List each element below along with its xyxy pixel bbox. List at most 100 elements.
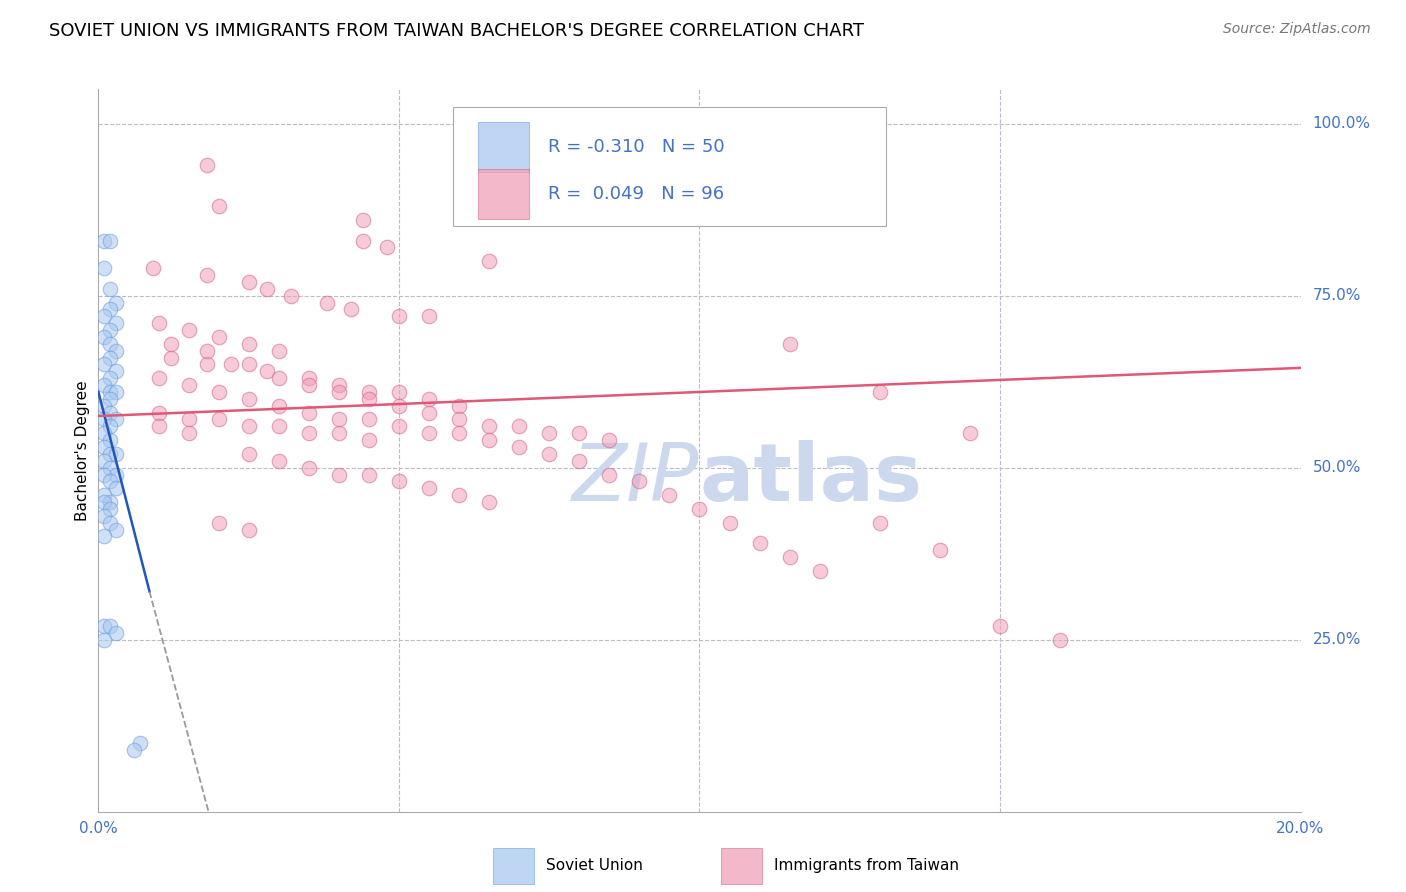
Point: [256, 282, 278, 296]
Point: [148, 406, 170, 420]
Point: [478, 433, 501, 447]
Point: [357, 412, 380, 426]
Point: [447, 412, 470, 426]
Point: [100, 406, 122, 420]
Point: [93, 632, 115, 647]
Point: [100, 447, 122, 461]
Point: [267, 343, 290, 358]
Point: [238, 336, 260, 351]
Text: ZIP: ZIP: [572, 441, 699, 518]
Point: [148, 419, 170, 434]
Point: [100, 234, 122, 248]
Point: [93, 310, 115, 324]
Point: [478, 254, 501, 268]
Point: [478, 419, 501, 434]
FancyBboxPatch shape: [478, 122, 529, 172]
FancyBboxPatch shape: [478, 169, 529, 219]
Point: [93, 399, 115, 413]
Point: [418, 310, 440, 324]
Point: [159, 336, 181, 351]
Point: [357, 384, 380, 399]
Point: [100, 475, 122, 489]
Text: 100.0%: 100.0%: [1313, 116, 1371, 131]
Point: [105, 343, 128, 358]
Point: [93, 234, 115, 248]
Point: [447, 488, 470, 502]
Point: [869, 516, 891, 530]
Point: [177, 323, 200, 337]
Point: [93, 495, 115, 509]
Point: [195, 358, 218, 372]
Point: [238, 523, 260, 537]
Point: [100, 495, 122, 509]
Point: [328, 412, 350, 426]
Point: [658, 488, 681, 502]
Point: [447, 399, 470, 413]
Point: [100, 433, 122, 447]
Point: [328, 467, 350, 482]
Point: [208, 412, 231, 426]
Point: [219, 358, 242, 372]
Point: [988, 619, 1011, 633]
Point: [93, 529, 115, 543]
Point: [267, 399, 290, 413]
Point: [1049, 632, 1071, 647]
Point: [93, 426, 115, 441]
Text: R = -0.310   N = 50: R = -0.310 N = 50: [548, 138, 724, 156]
Point: [508, 419, 530, 434]
Point: [748, 536, 770, 550]
Point: [959, 426, 981, 441]
Point: [280, 288, 302, 302]
Point: [779, 550, 801, 565]
Point: [93, 619, 115, 633]
Point: [298, 371, 321, 385]
Point: [93, 378, 115, 392]
Point: [93, 467, 115, 482]
Point: [298, 426, 321, 441]
Text: 25.0%: 25.0%: [1313, 632, 1361, 648]
Point: [267, 454, 290, 468]
Point: [418, 481, 440, 495]
FancyBboxPatch shape: [453, 107, 886, 227]
Point: [238, 392, 260, 406]
Point: [298, 406, 321, 420]
Text: Soviet Union: Soviet Union: [546, 858, 643, 873]
Point: [869, 384, 891, 399]
Point: [238, 419, 260, 434]
Point: [328, 384, 350, 399]
Point: [93, 412, 115, 426]
Point: [568, 454, 591, 468]
Point: [298, 460, 321, 475]
Point: [93, 440, 115, 454]
Point: [328, 378, 350, 392]
Point: [808, 564, 831, 578]
Point: [100, 619, 122, 633]
Point: [418, 426, 440, 441]
Point: [779, 336, 801, 351]
Point: [100, 323, 122, 337]
Point: [388, 384, 411, 399]
Point: [388, 475, 411, 489]
Point: [352, 234, 374, 248]
Point: [177, 378, 200, 392]
Point: [340, 302, 363, 317]
Point: [315, 295, 337, 310]
Point: [105, 295, 128, 310]
Y-axis label: Bachelor's Degree: Bachelor's Degree: [75, 380, 90, 521]
Point: [100, 516, 122, 530]
Point: [478, 495, 501, 509]
FancyBboxPatch shape: [492, 848, 534, 884]
Text: Immigrants from Taiwan: Immigrants from Taiwan: [775, 858, 959, 873]
Point: [93, 454, 115, 468]
Point: [538, 447, 561, 461]
Point: [100, 371, 122, 385]
Point: [238, 358, 260, 372]
Point: [208, 330, 231, 344]
Point: [238, 275, 260, 289]
Point: [375, 240, 398, 254]
Point: [208, 199, 231, 213]
Point: [93, 261, 115, 276]
Point: [568, 426, 591, 441]
Point: [141, 261, 163, 276]
Point: [688, 502, 710, 516]
